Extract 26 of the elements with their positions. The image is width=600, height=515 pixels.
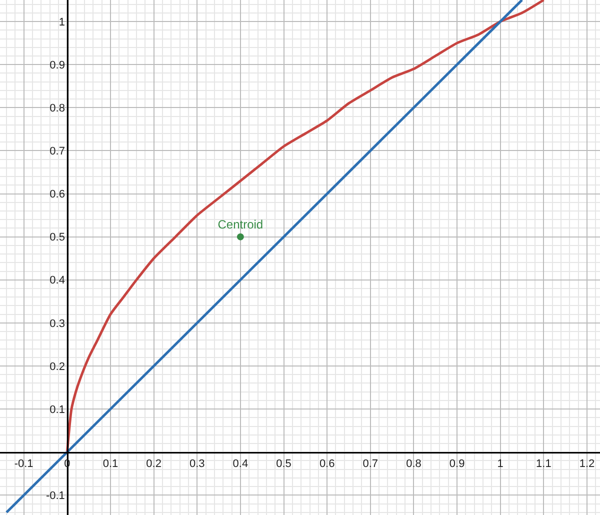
x-tick-label: 0.6 (319, 458, 335, 470)
line-series (66, 0, 545, 454)
y-tick-label: 0.2 (50, 360, 65, 373)
y-tick-label: 1 (58, 16, 65, 28)
y-tick-label: 0.9 (50, 59, 65, 72)
y-tick-label: 0.4 (50, 274, 65, 287)
x-tick-label: 1 (497, 458, 504, 470)
y-tick-label: 0.8 (50, 102, 65, 114)
y-tick-label: 0.3 (50, 318, 65, 330)
x-tick-label: 0.3 (189, 458, 205, 470)
y-tick-label: 0.1 (50, 404, 65, 416)
x-tick-label: 0.5 (276, 458, 292, 470)
series-label: Centroid (218, 217, 264, 232)
y-tick-label: -0.1 (46, 490, 65, 502)
x-tick-label: 1.2 (579, 458, 595, 470)
x-tick-label: 0.1 (102, 458, 118, 470)
x-tick-label: 0.2 (146, 458, 162, 470)
x-tick-label: 0.4 (232, 458, 248, 470)
y-tick-label: 0.7 (50, 146, 65, 158)
x-tick-label: 0.8 (406, 458, 422, 470)
x-tick-label: 1.1 (536, 458, 552, 470)
y-tick-label: 0.5 (50, 232, 65, 244)
x-tick-label: -0.1 (14, 458, 34, 470)
x-tick-label: 0.7 (362, 458, 378, 470)
y-tick-label: 0.6 (50, 188, 65, 201)
x-tick-label: 0.9 (449, 458, 465, 470)
